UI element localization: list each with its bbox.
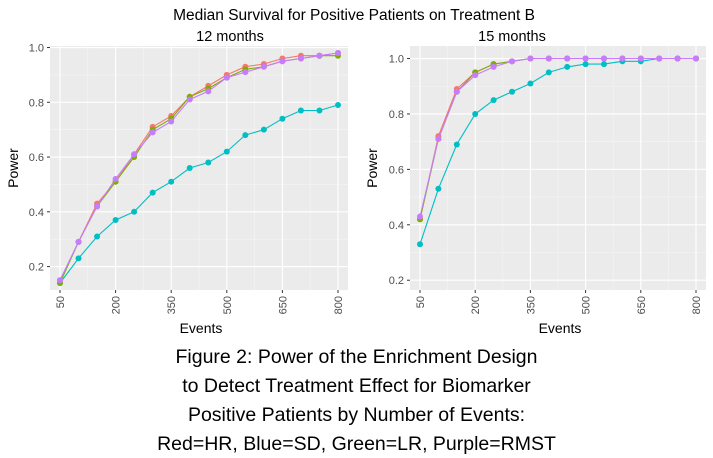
point-rmst [693,55,699,62]
point-sd [545,69,552,76]
x-tick-label: 350 [166,296,178,314]
point-sd [601,61,607,68]
point-rmst [509,58,515,65]
panel-12-months: 0.2 0.4 0.6 0.8 1.0 50 200 350 500 650 800 12 month… [5,29,348,336]
point-rmst [75,238,82,245]
x-tick-label: 800 [333,296,345,314]
x-tick-label: 650 [636,296,648,314]
point-rmst [112,175,119,182]
x-tick-label: 50 [55,296,67,308]
point-sd [490,97,497,104]
point-sd [472,110,479,117]
x-tick-label: 650 [277,296,289,314]
point-rmst [223,74,230,81]
point-sd [527,80,534,87]
point-sd [260,126,267,133]
y-tick-label: 0.8 [389,109,404,121]
y-tick-label: 0.4 [29,207,44,219]
point-sd [582,61,589,68]
point-rmst [490,63,497,70]
point-sd [112,217,119,224]
y-tick-label: 0.2 [29,262,44,274]
point-sd [186,165,193,171]
y-tick-label: 0.6 [389,164,404,176]
point-sd [168,178,175,185]
point-sd [242,132,249,139]
point-rmst [279,58,286,65]
point-sd [453,141,460,148]
point-rmst [260,63,267,70]
y-axis-label: Power [364,148,380,188]
point-sd [205,159,212,166]
y-axis-label: Power [5,148,21,188]
caption-line-2: to Detect Treatment Effect for Biomarker [182,375,531,397]
point-rmst [564,55,571,62]
x-tick-label: 200 [111,296,123,314]
point-sd [131,208,138,215]
point-rmst [417,213,423,220]
y-tick-label: 0.2 [389,275,404,287]
x-axis-label: Events [180,320,223,336]
point-sd [297,107,304,114]
point-rmst [674,55,681,62]
point-sd [149,189,156,196]
point-rmst [94,203,101,210]
series-line-sd [419,57,696,245]
point-rmst [186,96,193,103]
point-rmst [316,52,323,59]
panel-15-months: 0.2 0.4 0.6 0.8 1.0 50 200 350 500 650 800 15 month… [364,29,706,336]
point-rmst [601,55,607,62]
point-rmst [149,129,156,136]
point-rmst [637,55,644,62]
point-rmst [297,55,304,62]
y-tick-label: 1.0 [389,54,404,66]
point-sd [316,107,323,114]
y-tick-label: 0.6 [29,152,44,164]
point-rmst [131,151,138,158]
point-sd [94,233,101,240]
figure-title: Median Survival for Positive Patients on… [173,7,535,24]
y-tick-label: 1.0 [29,43,44,55]
y-tick-label: 0.4 [389,220,404,232]
x-tick-label: 800 [691,296,703,314]
series-line-rmst [419,57,696,217]
series-line-rmst [59,52,339,281]
point-rmst [545,55,552,62]
panel-title: 12 months [196,29,264,45]
point-rmst [168,118,175,125]
point-sd [335,102,341,109]
caption-line-4: Red=HR, Blue=SD, Green=LR, Purple=RMST [157,433,556,455]
point-rmst [453,88,460,95]
point-rmst [619,55,626,62]
point-sd [279,115,286,122]
x-tick-label: 50 [415,296,427,308]
point-sd [564,63,571,70]
point-rmst [527,55,534,62]
y-tick-label: 0.8 [29,97,44,109]
point-rmst [242,69,249,76]
caption-line-3: Positive Patients by Number of Events: [187,404,526,426]
x-tick-label: 200 [470,296,482,314]
point-rmst [472,72,479,79]
series-line-sd [59,104,339,284]
x-tick-label: 500 [581,296,593,314]
point-rmst [57,277,63,284]
point-sd [435,185,442,192]
point-sd [223,148,230,155]
point-rmst [582,55,589,62]
point-sd [75,255,82,262]
caption-line-1: Figure 2: Power of the Enrichment Design [175,346,538,368]
point-rmst [435,135,442,142]
point-rmst [205,88,212,95]
point-sd [509,88,515,95]
x-tick-label: 350 [525,296,537,314]
x-axis-label: Events [539,320,582,336]
panel-title: 15 months [478,29,546,45]
point-rmst [335,50,341,56]
point-sd [417,241,423,248]
x-tick-label: 500 [222,296,234,314]
point-rmst [656,55,663,62]
